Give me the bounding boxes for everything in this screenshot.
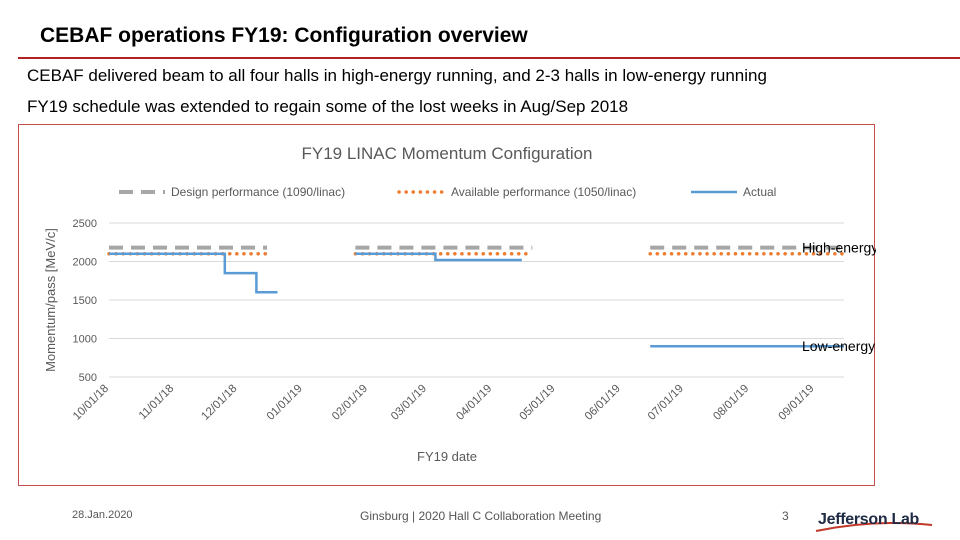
annotation-1: Low-energy running	[802, 338, 876, 354]
y-tick-label: 1000	[73, 334, 97, 346]
chart-title: FY19 LINAC Momentum Configuration	[301, 144, 592, 163]
jefferson-lab-logo: Jefferson Lab	[814, 505, 934, 535]
logo-text: Jefferson Lab	[818, 511, 920, 528]
logo-swoosh-icon	[815, 522, 933, 532]
x-tick-label: 05/01/19	[517, 383, 557, 423]
x-tick-label: 12/01/18	[199, 383, 239, 423]
y-axis-label: Momentum/pass [MeV/c]	[43, 228, 58, 372]
x-tick-label: 01/01/19	[265, 383, 305, 423]
x-tick-label: 11/01/18	[137, 383, 177, 423]
footer-page-number: 3	[782, 509, 789, 523]
title-rule	[18, 57, 960, 59]
x-tick-label: 04/01/19	[454, 383, 494, 423]
bullet-2: FY19 schedule was extended to regain som…	[27, 97, 629, 116]
footer-date: 28.Jan.2020	[72, 509, 133, 521]
x-tick-label: 07/01/19	[646, 383, 686, 423]
x-tick-label: 08/01/19	[711, 383, 751, 423]
annotation-0: High-energy running	[802, 240, 876, 256]
x-tick-label: 10/01/18	[71, 383, 111, 423]
x-tick-label: 06/01/19	[583, 383, 623, 423]
y-tick-label: 1500	[73, 295, 97, 307]
y-tick-label: 2500	[73, 218, 97, 230]
y-tick-label: 2000	[73, 257, 97, 269]
legend-label-1: Available performance (1050/linac)	[451, 185, 636, 199]
momentum-chart: FY19 LINAC Momentum Configuration 500 1000…	[43, 144, 876, 464]
legend-label-0: Design performance (1090/linac)	[171, 185, 345, 199]
series-2-segment-0	[109, 252, 278, 294]
legend-label-2: Actual	[743, 185, 776, 199]
x-tick-label: 03/01/19	[389, 383, 429, 423]
x-tick-label: 02/01/19	[330, 383, 370, 423]
chart-frame: FY19 LINAC Momentum Configuration 500 1000…	[18, 124, 876, 486]
y-tick-label: 500	[79, 372, 97, 384]
x-tick-label: 09/01/19	[776, 383, 816, 423]
footer-center: Ginsburg | 2020 Hall C Collaboration Mee…	[360, 509, 602, 523]
slide-title: CEBAF operations FY19: Configuration ove…	[40, 24, 528, 47]
series-2-segment-1	[355, 252, 522, 262]
bullet-1: CEBAF delivered beam to all four halls i…	[27, 66, 767, 85]
x-axis-label: FY19 date	[417, 449, 477, 464]
